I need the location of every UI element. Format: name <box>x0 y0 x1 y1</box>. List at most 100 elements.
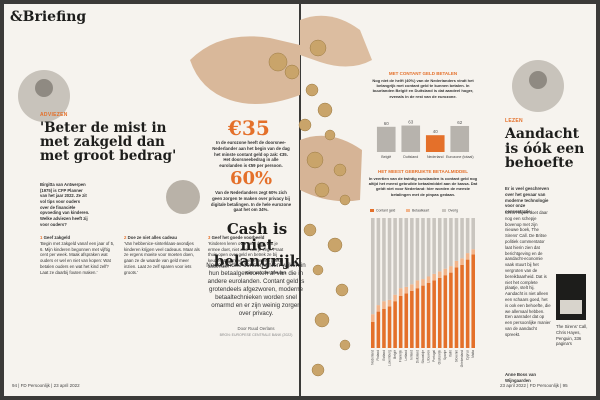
category-label: Luxemburg <box>387 350 391 366</box>
bar-segment <box>443 275 448 348</box>
tip: 1 Geef zakgeld 'Begin met zakgeld vanaf e… <box>40 235 118 276</box>
bar-segment <box>398 288 403 296</box>
category-label: België <box>393 350 397 359</box>
illustration-figure <box>529 71 547 89</box>
bar-segment <box>432 280 436 348</box>
stat-text: In de eurozone heeft de doorsnee-Nederla… <box>212 140 290 169</box>
bar-segment <box>426 283 431 348</box>
tip-title: Geef het goede voorbeeld <box>211 235 265 240</box>
legend-swatch <box>406 209 410 212</box>
bar-segment <box>387 218 392 300</box>
bar <box>450 125 470 152</box>
footer: 94 | FD Persoonlijk | 23 april 2022 <box>12 383 80 388</box>
category-label: Malta <box>471 350 475 358</box>
tip-number: 2 <box>124 235 127 240</box>
value-label: 63 <box>408 120 414 125</box>
credit: BRON: EUROPESE CENTRALE BANK (2022) <box>219 333 293 337</box>
bar-segment <box>471 218 475 250</box>
tip-text: 'Van hebbenice-sinterklaas-avondjes kind… <box>124 240 200 275</box>
value-label: 40 <box>433 129 439 134</box>
category-label: Slovenië <box>454 350 458 362</box>
category-label: Oostenrijk <box>438 350 442 365</box>
bar-segment <box>410 284 414 291</box>
lead: Nederlandse consumenten wijken in hun be… <box>206 262 306 318</box>
bar-segment <box>437 271 442 278</box>
bar-segment <box>449 266 453 273</box>
category-label: Slowakije <box>421 350 425 364</box>
intro: Birgitta van Antwerpen (1975) is CFP Pla… <box>40 182 90 227</box>
bar-segment <box>404 286 409 294</box>
chart-title: HET MEEST GEBRUIKTE BETAALMIDDEL <box>378 169 468 174</box>
category-label: Cyprus <box>465 350 469 361</box>
bar-segment <box>410 218 414 285</box>
portrait-photo <box>166 180 200 214</box>
chart-subtitle: Nog niet de helft (40%) van de Nederland… <box>372 78 474 99</box>
bar-segment <box>421 279 425 286</box>
bar-segment <box>371 322 375 348</box>
intro: Er is veel geschreven over het gevaar va… <box>505 186 549 215</box>
bar-segment <box>465 259 470 348</box>
bar-segment <box>410 290 414 348</box>
bar-segment <box>443 218 448 269</box>
bar-segment <box>382 301 386 309</box>
section-title: &Briefing <box>10 9 87 25</box>
tip-text: 'Begin met zakgeld vanaf een jaar of 5, … <box>40 240 115 275</box>
legend-label: Overig <box>448 209 458 213</box>
tip-title: Doe ze niet alles cadeau <box>127 235 178 240</box>
tip-text: 'Kinderen leren over geld door wat je er… <box>208 240 284 269</box>
bar-segment <box>398 296 403 348</box>
chart-subtitle-box: In veertien van de twintig eurolanden is… <box>368 176 478 197</box>
bar-segment <box>454 267 459 348</box>
bar-segment <box>387 306 392 348</box>
kicker: ADVIEZEN <box>40 112 68 118</box>
category-label: Nederland <box>427 155 444 159</box>
legend-label: Contant geld <box>376 209 395 213</box>
legend-label: Betaalkaart <box>412 209 429 213</box>
bar-segment <box>432 218 436 274</box>
stat: €35 <box>228 116 270 140</box>
bar-segment <box>415 280 420 289</box>
bar-segment <box>460 264 464 348</box>
bar-segment <box>415 288 420 348</box>
body-text: Chris Hayes doet daar nog een schepje bo… <box>505 210 551 337</box>
bar-segment <box>454 260 459 268</box>
bar-chart: MET CONTANT GELD BETALEN Nog niet de helf… <box>372 71 474 159</box>
tip: 2 Doe ze niet alles cadeau 'Van hebbenice… <box>124 235 202 276</box>
illustration-figure <box>35 79 53 97</box>
footer: 23 april 2022 | FD Persoonlijk | 95 <box>500 383 568 388</box>
bar <box>376 126 396 152</box>
stat-text: Van de Nederlanders zegt 60% zich geen z… <box>210 190 292 213</box>
signoff: Anne Boss van Wijngaarden <box>505 372 537 383</box>
byline: Door Ruud Oerlans <box>237 326 275 331</box>
bar-segment <box>460 218 464 259</box>
bar-segment <box>371 314 375 322</box>
bar-segment <box>421 285 425 348</box>
bar-segment <box>437 277 442 348</box>
category-label: Nederland <box>371 350 375 365</box>
category-label: Litouwen <box>426 350 430 363</box>
headline: 'Beter de mist in met zakgeld dan met gr… <box>40 120 177 165</box>
stacked-bar-chart: HET MEEST GEBRUIKTE BETAALMIDDEL In veert… <box>368 169 478 367</box>
bar-segment <box>465 253 470 260</box>
hand <box>190 36 300 104</box>
bar-segment <box>404 293 409 348</box>
bar-segment <box>443 268 448 276</box>
tip-number: 1 <box>40 235 43 240</box>
bar-segment <box>376 311 381 348</box>
legend-swatch <box>442 209 446 212</box>
legend-swatch <box>370 209 374 212</box>
bar <box>401 125 421 152</box>
tip-heading: 1 Geef zakgeld <box>40 235 118 241</box>
value-label: 60 <box>384 121 390 126</box>
chart-subtitle: In veertien van de twintig eurolanden is… <box>368 176 478 197</box>
bar-segment <box>371 218 375 315</box>
bar-segment <box>393 301 397 348</box>
bar-segment <box>382 309 386 348</box>
category-label: Portugal <box>432 350 436 362</box>
hand <box>300 135 362 202</box>
tip-heading: 3 Geef het goede voorbeeld <box>208 235 286 241</box>
bar-segment <box>432 273 436 281</box>
category-label: Spanje <box>443 350 447 360</box>
